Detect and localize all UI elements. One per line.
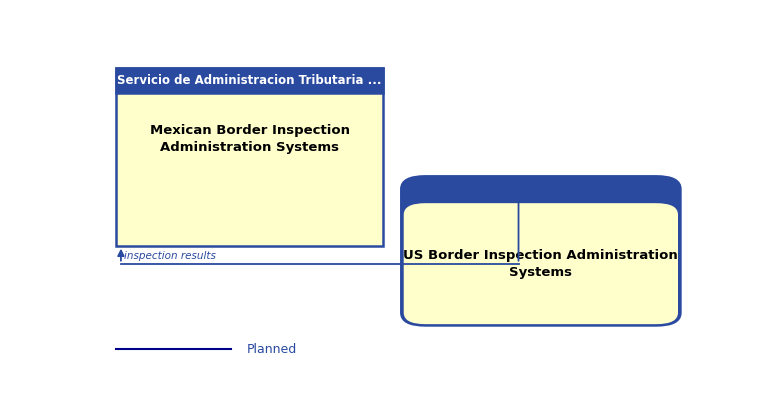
Text: inspection results: inspection results	[124, 251, 216, 261]
Text: Mexican Border Inspection
Administration Systems: Mexican Border Inspection Administration…	[150, 124, 349, 154]
Text: Planned: Planned	[247, 343, 297, 356]
Text: US Border Inspection Administration
Systems: US Border Inspection Administration Syst…	[403, 249, 678, 279]
FancyBboxPatch shape	[116, 68, 383, 94]
FancyBboxPatch shape	[116, 68, 383, 246]
FancyBboxPatch shape	[402, 176, 680, 325]
Text: Servicio de Administracion Tributaria ...: Servicio de Administracion Tributaria ..…	[117, 75, 382, 87]
FancyBboxPatch shape	[404, 203, 678, 324]
